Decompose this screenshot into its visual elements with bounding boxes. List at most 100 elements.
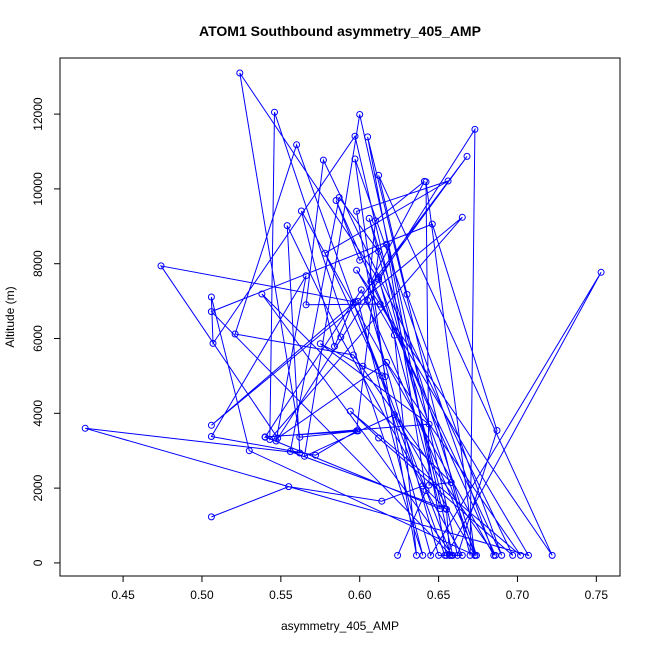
data-point [207,308,215,316]
x-tick-label: 0.75 [585,588,609,602]
data-point [422,178,430,186]
x-tick-label: 0.65 [427,588,451,602]
data-point [378,497,386,505]
data-point [285,483,293,491]
data-point [375,247,383,255]
data-point [207,421,215,429]
data-point [354,427,362,435]
data-point [444,177,452,185]
data-point [493,427,501,434]
data-point [312,451,319,459]
data-point [517,551,525,559]
data-point [209,339,217,347]
data-point [332,197,340,204]
data-point [441,504,449,512]
data-point [231,330,239,338]
data-point [425,481,433,489]
data-point [365,214,373,222]
data-point [283,222,291,230]
x-tick-label: 0.45 [111,588,135,602]
data-point [316,340,324,348]
data-point [454,551,461,559]
data-point [353,207,361,215]
data-point [403,290,411,298]
data-point [351,298,359,306]
data-point [349,299,357,307]
data-point [364,296,372,304]
data-point [271,108,278,116]
data-point [354,298,362,305]
data-point [372,217,379,225]
data-point [375,171,383,179]
data-point [375,434,383,442]
x-axis-label: asymmetry_405_AMP [281,619,399,633]
data-point [286,448,294,455]
y-axis: 0 2000 4000 6000 8000 10000 12000 [31,97,61,566]
data-point [548,551,556,559]
y-tick-label: 8000 [31,250,45,277]
data-point [381,373,389,381]
data-point [302,272,310,280]
data-point [321,249,329,257]
x-axis: 0.45 0.50 0.55 0.60 0.65 0.70 0.75 [111,575,609,602]
data-point [351,132,359,140]
data-point [390,411,398,419]
x-tick-label: 0.60 [348,588,372,602]
y-tick-label: 4000 [31,400,45,427]
data-point [463,152,471,160]
data-point [394,551,402,559]
data-point [245,447,253,455]
data-point [428,220,436,228]
data-point [207,293,215,301]
data-point [491,551,499,559]
data-point [441,551,449,559]
data-point [525,551,532,559]
x-tick-label: 0.55 [269,588,293,602]
data-point [471,551,479,559]
data-point [296,449,304,457]
x-tick-label: 0.70 [506,588,530,602]
data-point [236,69,244,77]
data-point [375,273,383,281]
y-axis-label: Altitude (m) [3,286,17,347]
series-line [85,72,602,558]
data-point [427,551,435,559]
data-point [364,133,372,141]
data-point [346,407,354,415]
data-point [419,551,427,559]
y-tick-label: 0 [31,559,45,566]
y-tick-label: 12000 [31,97,45,131]
y-tick-label: 6000 [31,325,45,352]
data-point [81,424,89,432]
data-point [349,351,357,359]
data-point [359,362,367,370]
data-point [302,301,310,309]
data-point [378,372,386,380]
data-point [274,434,282,442]
data-point [375,275,383,283]
y-tick-label: 2000 [31,474,45,501]
data-point [297,207,305,215]
data-point [422,487,430,495]
data-point [356,111,364,118]
data-point [319,156,327,164]
data-point [296,433,304,441]
data-point [390,331,398,339]
y-tick-label: 10000 [31,172,45,206]
data-point [597,268,605,276]
data-point [207,433,215,440]
data-point [509,551,517,559]
data-point [337,333,345,341]
series-layer [81,69,605,559]
data-point [447,479,455,486]
x-tick-label: 0.50 [190,588,214,602]
data-point [356,256,364,264]
data-point [383,240,390,248]
data-point [425,420,433,428]
data-point [293,141,301,149]
data-point [458,213,466,221]
chart-title: ATOM1 Southbound asymmetry_405_AMP [199,23,481,39]
data-point [301,452,308,460]
data-point [157,262,165,270]
